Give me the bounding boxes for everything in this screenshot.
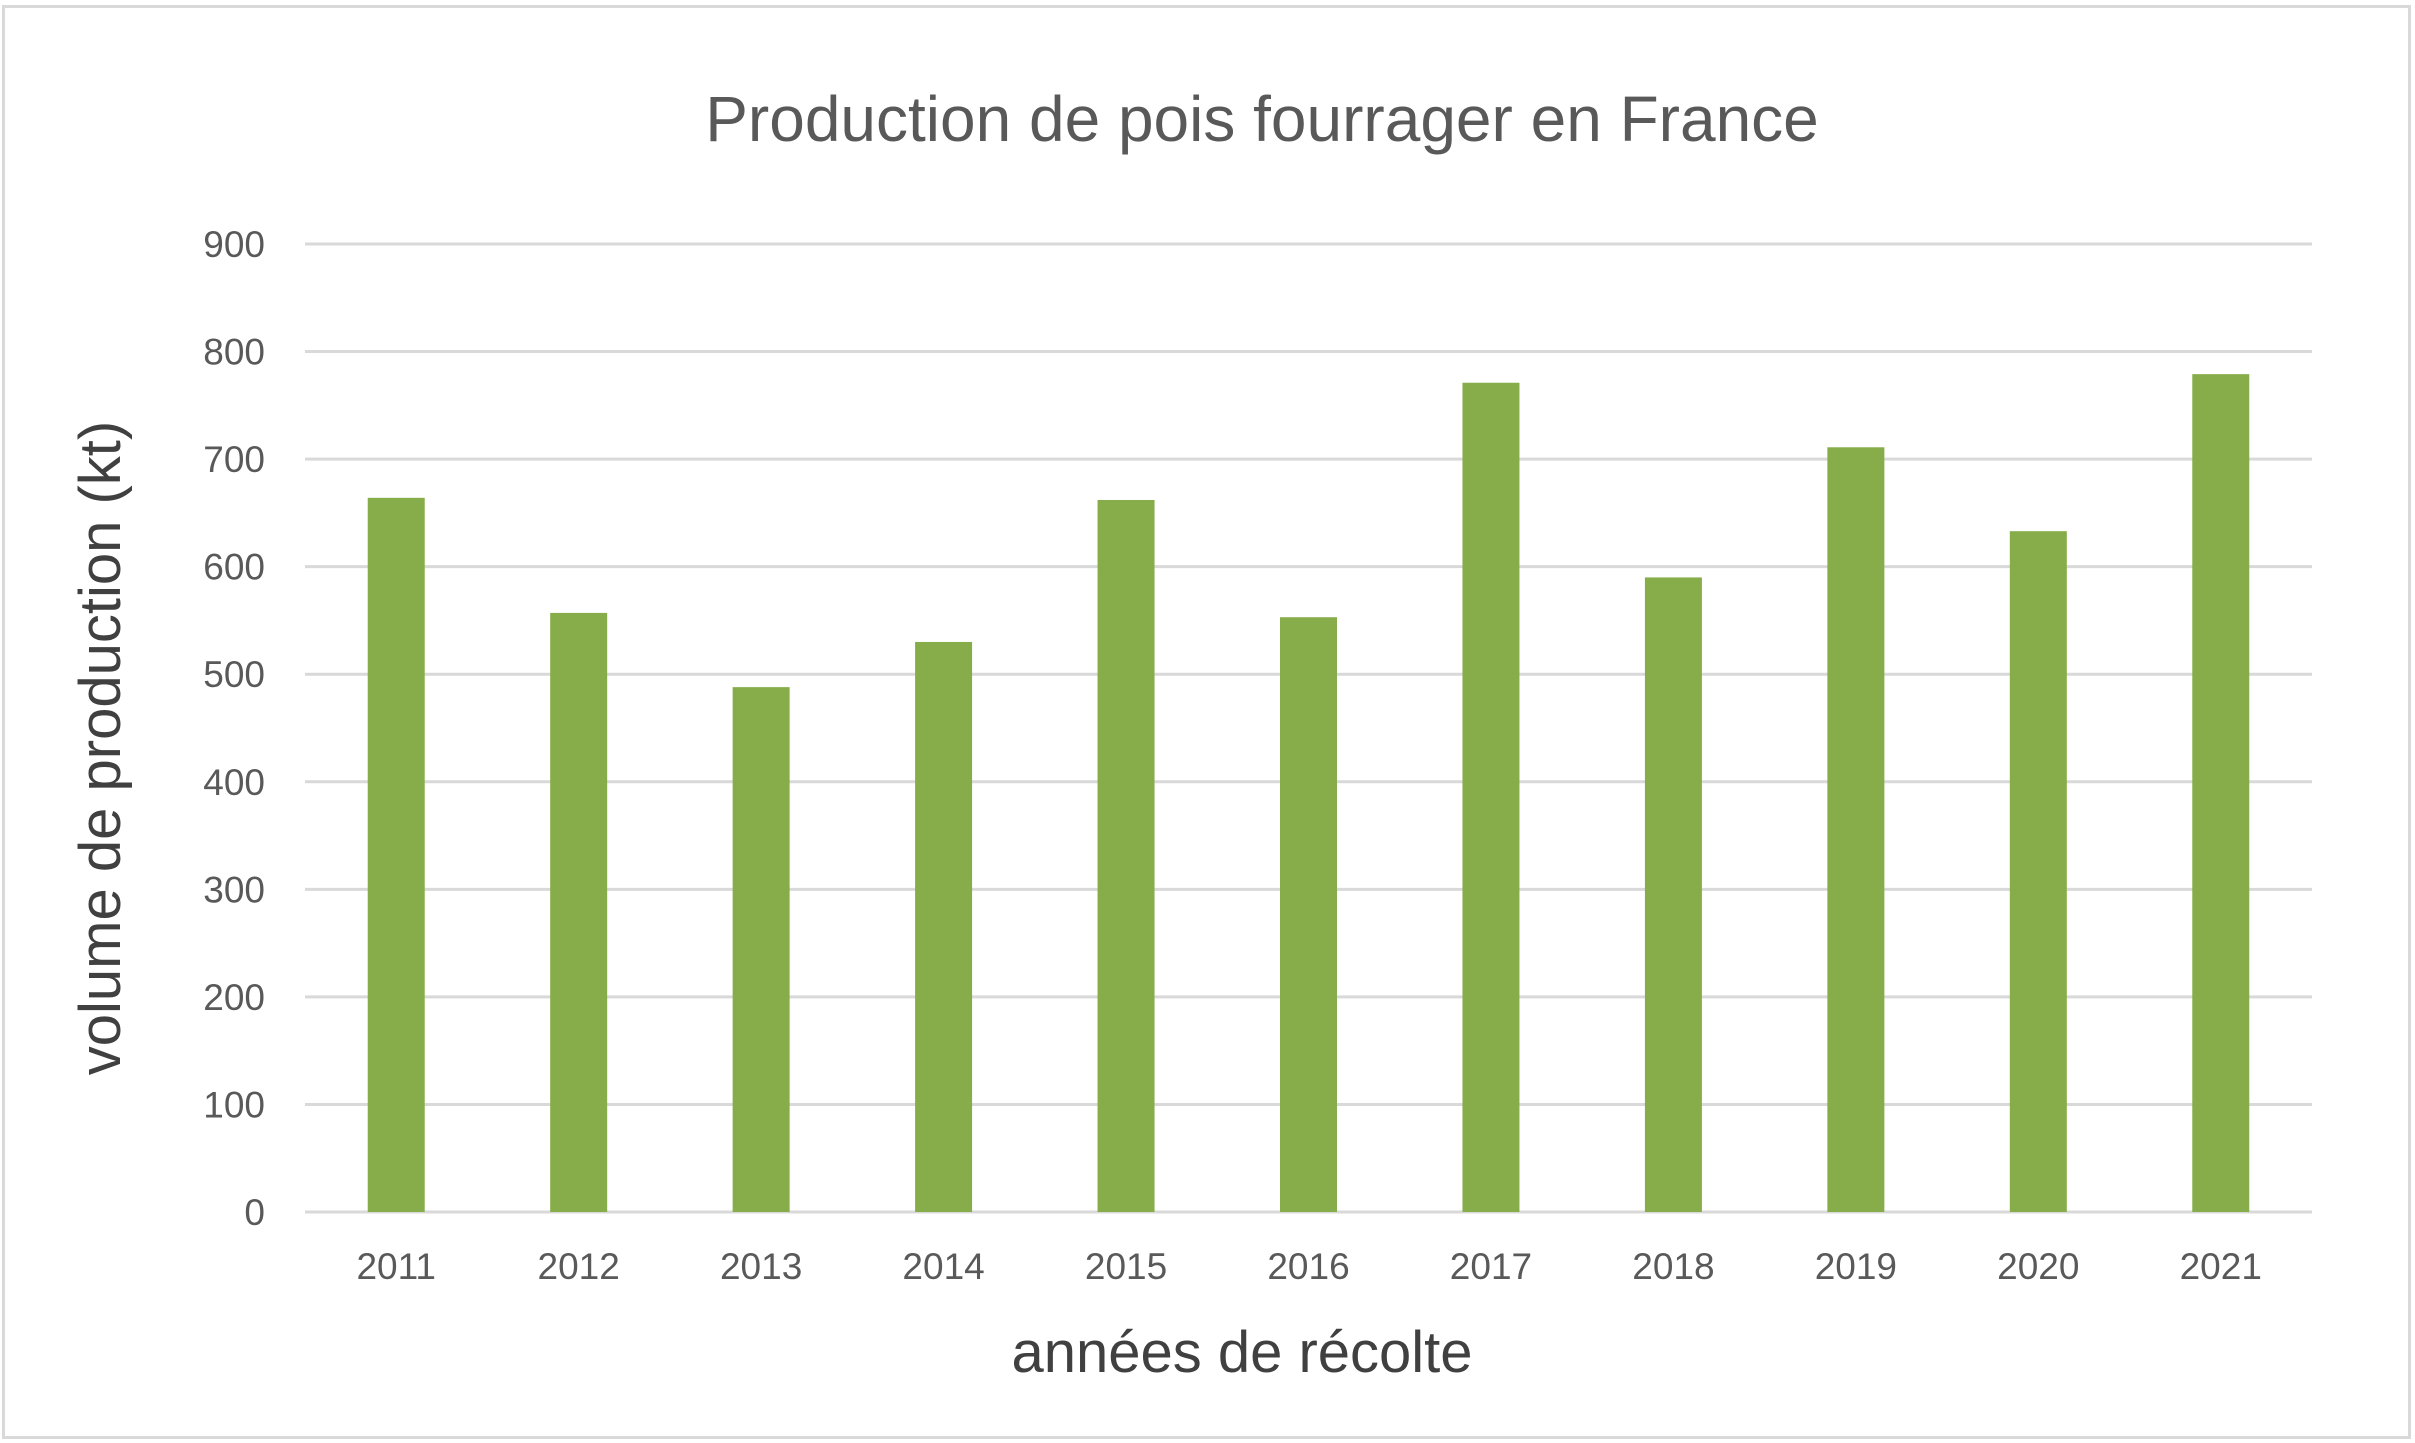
y-axis-title: volume de production (kt) (68, 421, 133, 1075)
x-tick-label: 2014 (902, 1246, 984, 1287)
x-tick-label: 2013 (720, 1246, 802, 1287)
bar-2018 (1644, 577, 1702, 1212)
y-tick-label: 0 (244, 1192, 265, 1233)
x-tick-labels: 2011 2012 2013 2014 2015 2016 2017 2018 2019 2020… (356, 1246, 2261, 1287)
gridlines (305, 242, 2312, 1214)
y-tick-label: 100 (203, 1084, 265, 1125)
bars (367, 374, 2250, 1213)
y-tick-labels: 0 100 200 300 400 500 600 700 800 900 (203, 224, 265, 1233)
x-tick-label: 2011 (356, 1246, 436, 1287)
bar-2019 (1827, 447, 1885, 1212)
x-tick-label: 2012 (538, 1246, 620, 1287)
y-tick-label: 600 (203, 547, 265, 588)
x-tick-label: 2016 (1267, 1246, 1349, 1287)
x-tick-label: 2021 (2180, 1246, 2262, 1287)
x-tick-label: 2018 (1632, 1246, 1714, 1287)
y-tick-label: 500 (203, 654, 265, 695)
x-tick-label: 2019 (1815, 1246, 1897, 1287)
chart-title: Production de pois fourrager en France (705, 83, 1819, 155)
bar-2013 (732, 687, 790, 1212)
bar-2015 (1097, 499, 1155, 1213)
bar-2016 (1280, 617, 1337, 1212)
bar-2012 (550, 612, 608, 1212)
y-tick-label: 300 (203, 869, 265, 910)
bar-2021 (2192, 374, 2250, 1212)
x-tick-label: 2015 (1085, 1246, 1167, 1287)
x-tick-label: 2017 (1450, 1246, 1532, 1287)
x-axis-title: années de récolte (1011, 1320, 1472, 1385)
x-tick-label: 2020 (1997, 1246, 2079, 1287)
y-tick-label: 900 (203, 224, 265, 265)
bar-2020 (2009, 531, 2067, 1212)
bar-2011 (367, 497, 425, 1212)
y-tick-label: 800 (203, 332, 265, 373)
bar-2017 (1462, 382, 1520, 1212)
y-tick-label: 200 (203, 977, 265, 1018)
y-tick-label: 700 (203, 439, 265, 480)
y-tick-label: 400 (203, 762, 265, 803)
bar-2014 (915, 641, 973, 1212)
